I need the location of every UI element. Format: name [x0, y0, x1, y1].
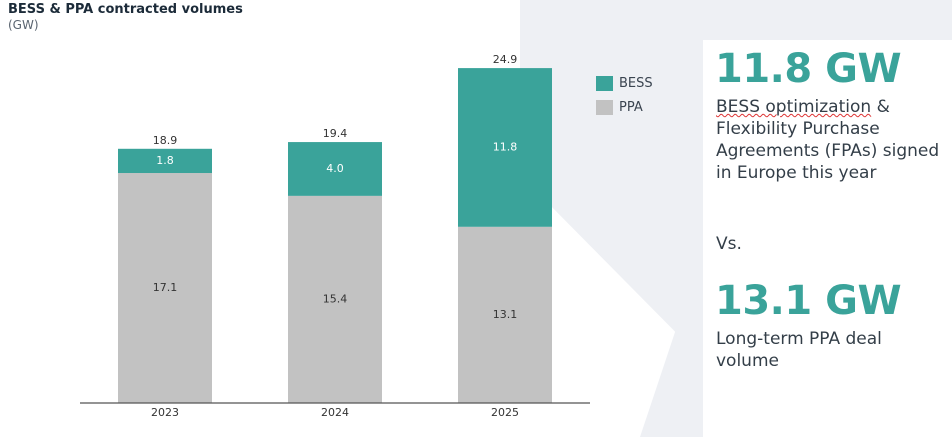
total-label-2024: 19.4	[323, 127, 348, 140]
stat-ppa-value: 13.1 GW	[715, 278, 902, 324]
total-label-2025: 24.9	[493, 53, 518, 66]
data-label-bess-2025: 11.8	[493, 140, 518, 153]
data-label-bess-2023: 1.8	[156, 154, 174, 167]
bar-ppa-2025	[458, 226, 552, 403]
legend-label-bess: BESS	[619, 75, 653, 91]
x-tick-label-2025: 2025	[491, 406, 519, 419]
total-label-2023: 18.9	[153, 134, 178, 147]
data-label-bess-2024: 4.0	[326, 162, 344, 175]
summary-panel: 11.8 GW BESS optimization & Flexibility …	[703, 40, 952, 437]
legend-swatch-ppa	[596, 99, 613, 115]
chart-unit: (GW)	[8, 18, 39, 32]
legend-label-ppa: PPA	[619, 99, 643, 115]
chart-legend: BESS PPA	[596, 71, 653, 119]
bar-ppa-2023	[118, 173, 212, 403]
legend-item-bess: BESS	[596, 71, 653, 95]
bar-ppa-2024	[288, 195, 382, 403]
data-label-ppa-2023: 17.1	[153, 281, 178, 294]
bar-bess-2024	[288, 142, 382, 196]
legend-swatch-bess	[596, 75, 613, 91]
stat-ppa-description: Long-term PPA deal volume	[716, 329, 882, 371]
data-label-ppa-2025: 13.1	[493, 308, 518, 321]
stat-bess-value: 11.8 GW	[715, 46, 902, 92]
legend-item-ppa: PPA	[596, 95, 653, 119]
x-tick-label-2024: 2024	[321, 406, 349, 419]
x-tick-label-2023: 2023	[151, 406, 179, 419]
stat-bess-description-rest: & Flexibility Purchase Agreements (FPAs)…	[716, 97, 940, 183]
chart-title: BESS & PPA contracted volumes	[8, 2, 243, 17]
vs-label: Vs.	[716, 234, 742, 254]
stat-bess-description: BESS optimization & Flexibility Purchase…	[716, 96, 941, 184]
bar-bess-2023	[118, 148, 212, 174]
data-label-ppa-2024: 15.4	[323, 292, 348, 305]
bar-bess-2025	[458, 68, 552, 227]
stat-bess-description-underlined: BESS optimization	[716, 97, 872, 117]
